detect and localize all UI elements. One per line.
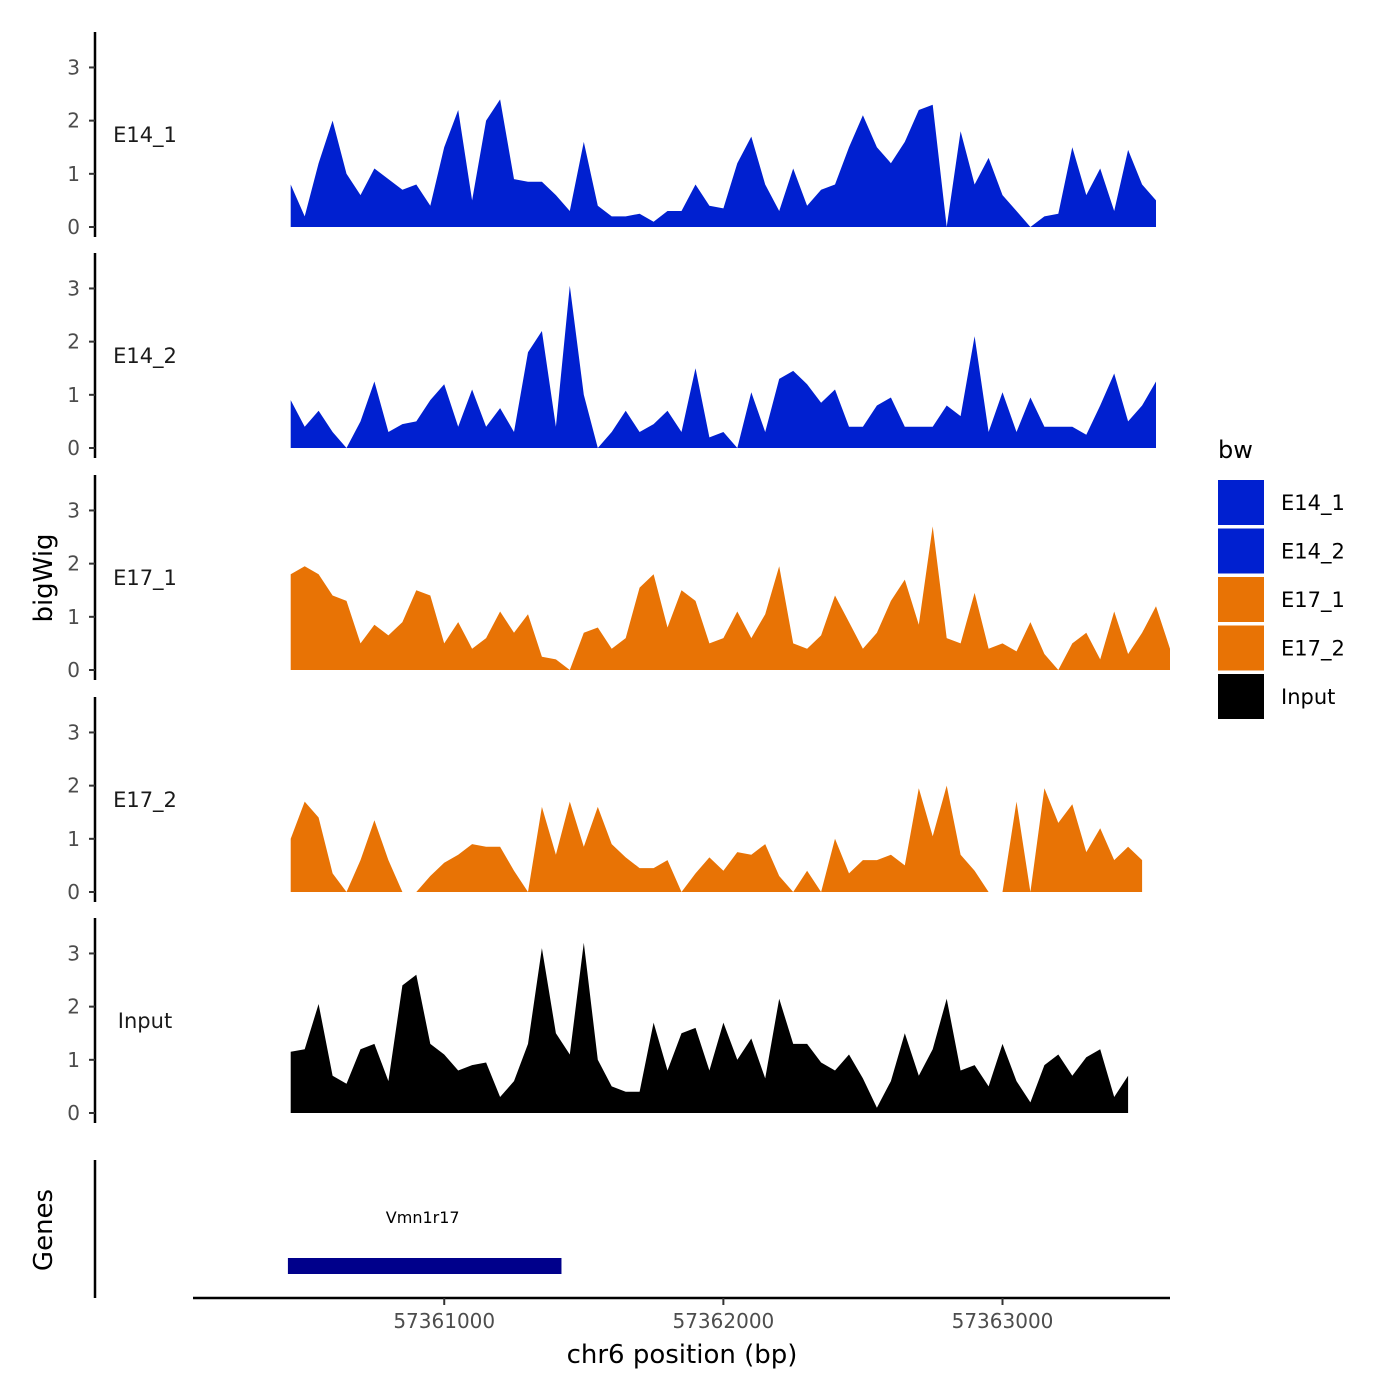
y-tick-label-E17_2-0: 0 <box>67 880 80 904</box>
y-tick-label-E14_2-3: 3 <box>67 276 80 300</box>
legend-label-E14_2: E14_2 <box>1281 540 1345 565</box>
y-tick-label-Input-0: 0 <box>67 1101 80 1125</box>
legend-items: E14_1 E14_2 E17_1 E17_2 Input <box>1218 480 1345 719</box>
area-E14_2 <box>290 285 1156 448</box>
track-label-E14_2: E14_2 <box>113 344 177 369</box>
y-tick-label-E17_1-3: 3 <box>67 498 80 522</box>
gene-label-Vmn1r17: Vmn1r17 <box>386 1208 460 1227</box>
gene-marks: Vmn1r17 <box>287 1208 562 1274</box>
y-tick-label-E14_2-0: 0 <box>67 436 80 460</box>
gene-body-Vmn1r17 <box>287 1258 562 1274</box>
track-label-Input: Input <box>118 1009 172 1033</box>
legend-label-Input: Input <box>1281 685 1335 709</box>
x-tick-label-57362000: 57362000 <box>672 1309 774 1333</box>
legend-swatch-E17_1 <box>1218 577 1264 622</box>
y-tick-label-E17_1-2: 2 <box>67 552 80 576</box>
x-axis: 57361000 57362000 57363000 chr6 position (… <box>193 1296 1170 1370</box>
y-tick-label-E17_1-1: 1 <box>67 605 80 629</box>
area-E14_1 <box>290 99 1156 227</box>
legend: bw E14_1 E14_2 E17_1 E17_2 Input <box>1218 436 1345 719</box>
track-E17_1: 0 1 2 3 E17_1 <box>67 475 1170 682</box>
legend-label-E14_1: E14_1 <box>1281 491 1345 516</box>
track-E14_1: 0 1 2 3 E14_1 <box>67 32 1156 239</box>
y-tick-label-E14_2-2: 2 <box>67 330 80 354</box>
x-tick-label-57363000: 57363000 <box>952 1309 1054 1333</box>
y-tick-label-E14_2-1: 1 <box>67 383 80 407</box>
y-tick-label-E14_1-1: 1 <box>67 162 80 186</box>
legend-swatch-Input <box>1218 674 1264 719</box>
y-tick-label-E17_2-2: 2 <box>67 774 80 798</box>
genes-panel: Genes Vmn1r17 <box>29 1160 562 1298</box>
track-E17_2: 0 1 2 3 E17_2 <box>67 697 1143 904</box>
legend-swatch-E17_2 <box>1218 625 1264 671</box>
legend-swatch-E14_2 <box>1218 528 1264 574</box>
legend-swatch-E14_1 <box>1218 480 1264 525</box>
y-tick-label-E17_1-0: 0 <box>67 658 80 682</box>
y-tick-label-E14_1-2: 2 <box>67 109 80 133</box>
genes-axis-title: Genes <box>29 1189 59 1271</box>
legend-label-E17_2: E17_2 <box>1281 637 1345 662</box>
y-tick-label-E14_1-0: 0 <box>67 215 80 239</box>
y-tick-label-E17_2-1: 1 <box>67 827 80 851</box>
track-E14_2: 0 1 2 3 E14_2 <box>67 253 1156 460</box>
bigwig-tracks: 0 1 2 3 E14_1 0 1 2 3 E14_2 0 1 2 3 E17_1 0 1 2 3 E17_2 0 1 2 3… <box>67 32 1170 1125</box>
track-Input: 0 1 2 3 Input <box>67 918 1129 1125</box>
x-ticks: 57361000 57362000 57363000 <box>393 1298 1053 1333</box>
y-tick-label-E14_1-3: 3 <box>67 55 80 79</box>
legend-title: bw <box>1218 436 1253 464</box>
area-E17_2 <box>290 785 1143 892</box>
y-tick-label-Input-2: 2 <box>67 995 80 1019</box>
y-tick-label-Input-1: 1 <box>67 1048 80 1072</box>
legend-label-E17_1: E17_1 <box>1281 588 1345 613</box>
y-tick-label-E17_2-3: 3 <box>67 720 80 744</box>
y-axis-title: bigWig <box>29 533 59 622</box>
area-E17_1 <box>290 526 1170 670</box>
track-label-E14_1: E14_1 <box>113 123 177 148</box>
track-label-E17_1: E17_1 <box>113 566 177 591</box>
area-Input <box>290 942 1129 1113</box>
y-tick-label-Input-3: 3 <box>67 941 80 965</box>
x-axis-title: chr6 position (bp) <box>567 1340 798 1370</box>
x-tick-label-57361000: 57361000 <box>393 1309 495 1333</box>
track-label-E17_2: E17_2 <box>113 788 177 813</box>
